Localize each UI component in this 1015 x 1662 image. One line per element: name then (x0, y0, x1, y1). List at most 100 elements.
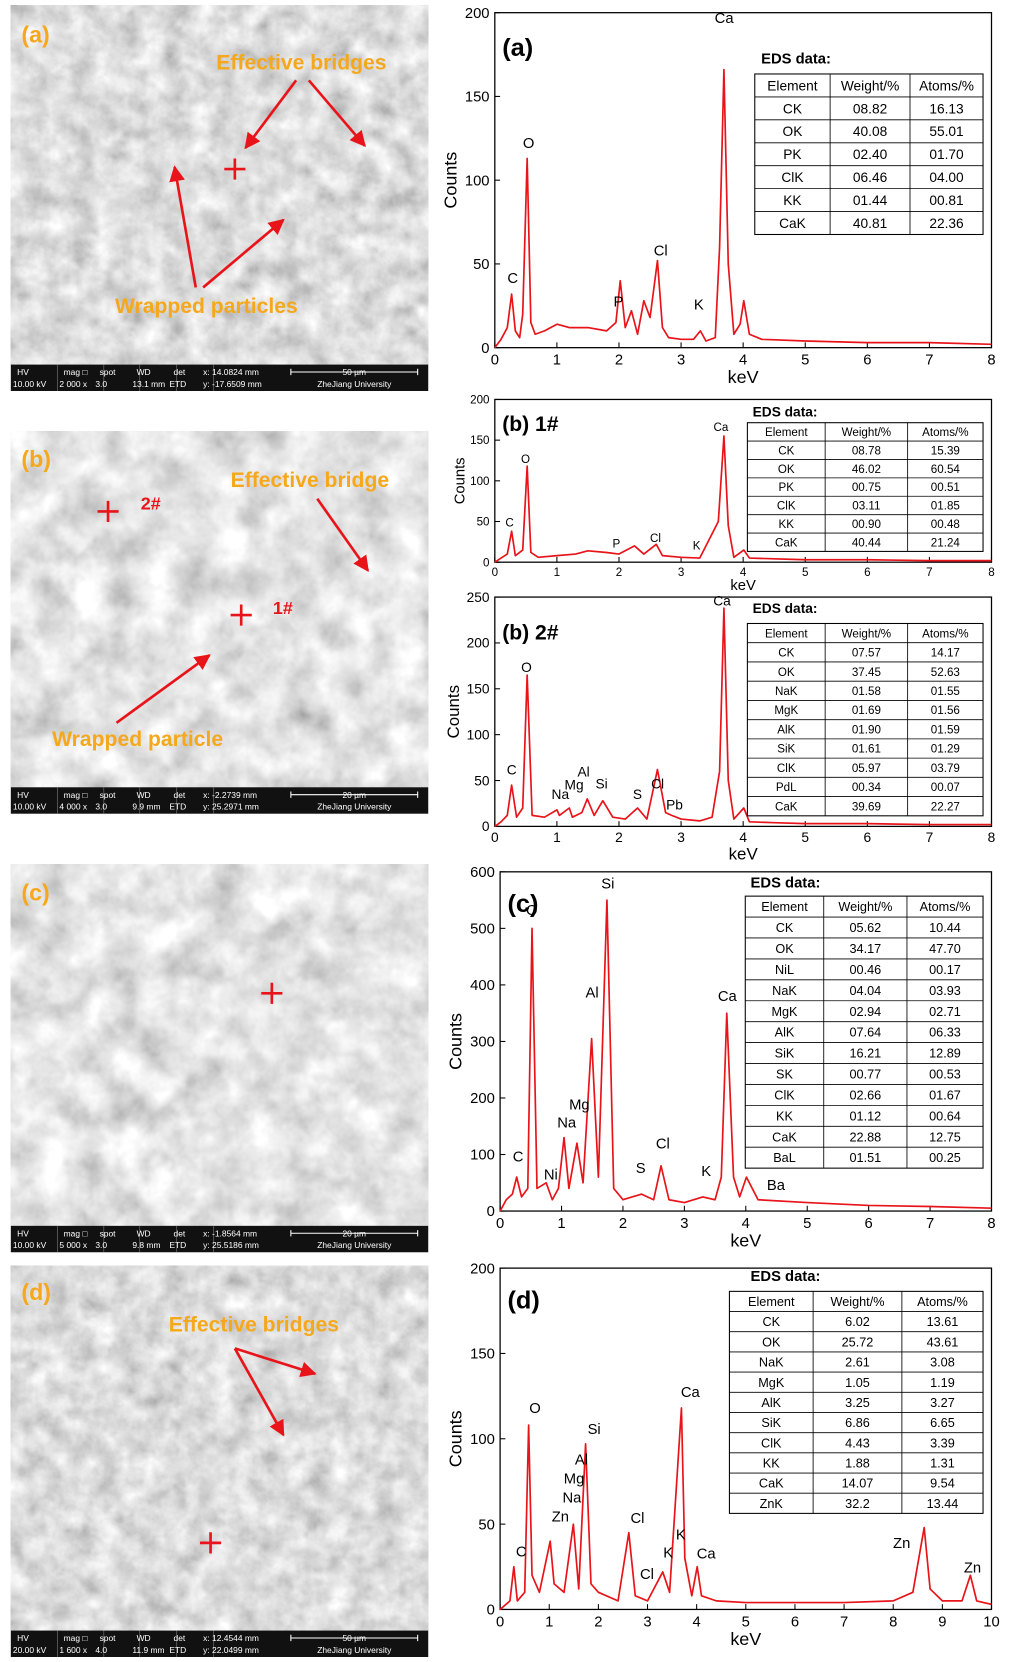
table-cell: 01.55 (931, 685, 960, 698)
y-tick-label: 0 (481, 341, 489, 357)
table-cell: 02.71 (929, 1005, 961, 1019)
table-cell: AlK (777, 723, 795, 736)
x-tick-label: 4 (739, 830, 747, 845)
table-cell: 00.77 (849, 1068, 881, 1082)
info-header: det (174, 1633, 186, 1643)
lab-name: ZheJiang University (317, 801, 392, 811)
table-cell: 60.54 (931, 463, 961, 476)
info-value: 10.00 kV (13, 801, 47, 811)
y-axis-label: Counts (444, 685, 463, 739)
table-header: Atoms/% (920, 900, 971, 914)
table-cell: 01.44 (853, 193, 888, 208)
y-tick-label: 200 (467, 636, 490, 651)
table-cell: 00.17 (929, 963, 961, 977)
table-cell: 03.79 (931, 762, 960, 775)
x-tick-label: 4 (693, 1614, 701, 1630)
peak-label: K (701, 1164, 711, 1180)
info-value: 9.9 mm (132, 801, 160, 811)
table-cell: 43.61 (927, 1335, 959, 1349)
x-tick-label: 2 (615, 353, 623, 369)
table-cell: 01.67 (929, 1088, 961, 1102)
y-axis-label: Counts (453, 457, 469, 504)
peak-label: K (694, 298, 704, 314)
table-cell: NaK (759, 1356, 784, 1370)
y-tick-label: 400 (470, 978, 495, 994)
info-header: mag □ (64, 1633, 88, 1643)
info-y: y: -17.6509 mm (203, 379, 262, 389)
x-tick-label: 6 (863, 353, 871, 369)
table-header: Element (748, 1295, 795, 1309)
table-cell: OK (778, 666, 795, 679)
table-cell: 39.69 (852, 800, 881, 813)
peak-label: Si (595, 776, 607, 791)
peak-label: Ca (713, 594, 731, 609)
info-x: x: 14.0824 mm (203, 367, 259, 377)
table-header: Atoms/% (917, 1295, 968, 1309)
peak-label: Zn (552, 1510, 569, 1526)
info-header: det (174, 367, 186, 377)
x-tick-label: 0 (492, 566, 498, 579)
table-cell: NiL (775, 963, 794, 977)
table-cell: OK (778, 463, 795, 476)
table-cell: 16.21 (849, 1047, 881, 1061)
table-cell: 2.61 (845, 1356, 870, 1370)
info-value: 10.00 kV (13, 1240, 47, 1250)
info-header: spot (100, 790, 117, 800)
table-title: EDS data: (761, 51, 831, 67)
y-tick-label: 50 (477, 516, 490, 529)
x-tick-label: 1 (557, 1216, 565, 1232)
info-y: y: 25.5186 mm (203, 1240, 259, 1250)
table-cell: 6.02 (845, 1315, 870, 1329)
table-cell: 01.61 (852, 743, 881, 756)
table-cell: 1.88 (845, 1456, 870, 1470)
x-tick-label: 6 (864, 566, 870, 579)
table-cell: KK (779, 518, 795, 531)
peak-label: S (633, 787, 642, 802)
peak-label: C (513, 1149, 524, 1165)
table-header: Weight/% (838, 900, 892, 914)
table-cell: OK (783, 124, 803, 139)
y-tick-label: 100 (465, 173, 490, 189)
peak-label: Ca (714, 421, 729, 434)
x-tick-label: 0 (491, 353, 499, 369)
x-tick-label: 0 (496, 1614, 504, 1630)
table-cell: SiK (775, 1047, 795, 1061)
table-cell: 47.70 (929, 942, 961, 956)
peak-label: Si (588, 1422, 601, 1438)
peak-label: Na (563, 1491, 583, 1507)
y-axis-label: Counts (446, 1013, 466, 1070)
table-cell: 22.36 (929, 216, 964, 231)
info-header: det (174, 790, 186, 800)
x-tick-label: 5 (803, 1216, 811, 1232)
table-title: EDS data: (751, 1269, 821, 1285)
info-header: WD (137, 1633, 151, 1643)
panel-label: (c) (21, 879, 49, 905)
table-cell: AlK (761, 1396, 781, 1410)
table-cell: NaK (775, 685, 798, 698)
table-cell: KK (763, 1456, 780, 1470)
x-axis-label: keV (729, 844, 759, 863)
chart-title: (b) 1# (502, 413, 559, 436)
table-cell: 00.51 (931, 481, 960, 494)
y-tick-label: 300 (470, 1035, 495, 1051)
x-tick-label: 8 (988, 830, 996, 845)
table-cell: OK (762, 1335, 781, 1349)
table-cell: NaK (772, 984, 797, 998)
info-header: spot (100, 1228, 117, 1238)
peak-label: P (612, 537, 620, 550)
y-axis-label: Counts (440, 152, 460, 209)
table-cell: 52.63 (931, 666, 960, 679)
table-cell: 03.11 (852, 500, 880, 513)
x-tick-label: 10 (983, 1614, 999, 1630)
x-axis-label: keV (730, 1231, 761, 1251)
peak-label: P (614, 294, 624, 310)
peak-label: K (663, 1546, 673, 1562)
table-cell: 00.25 (929, 1151, 961, 1165)
info-x: x: -2.2739 mm (203, 790, 257, 800)
x-tick-label: 8 (988, 566, 994, 579)
y-tick-label: 600 (470, 865, 495, 881)
info-header: WD (137, 1228, 151, 1238)
table-cell: 00.07 (931, 781, 960, 794)
info-y: y: 25.2971 mm (203, 801, 259, 811)
y-tick-label: 200 (470, 1261, 495, 1277)
